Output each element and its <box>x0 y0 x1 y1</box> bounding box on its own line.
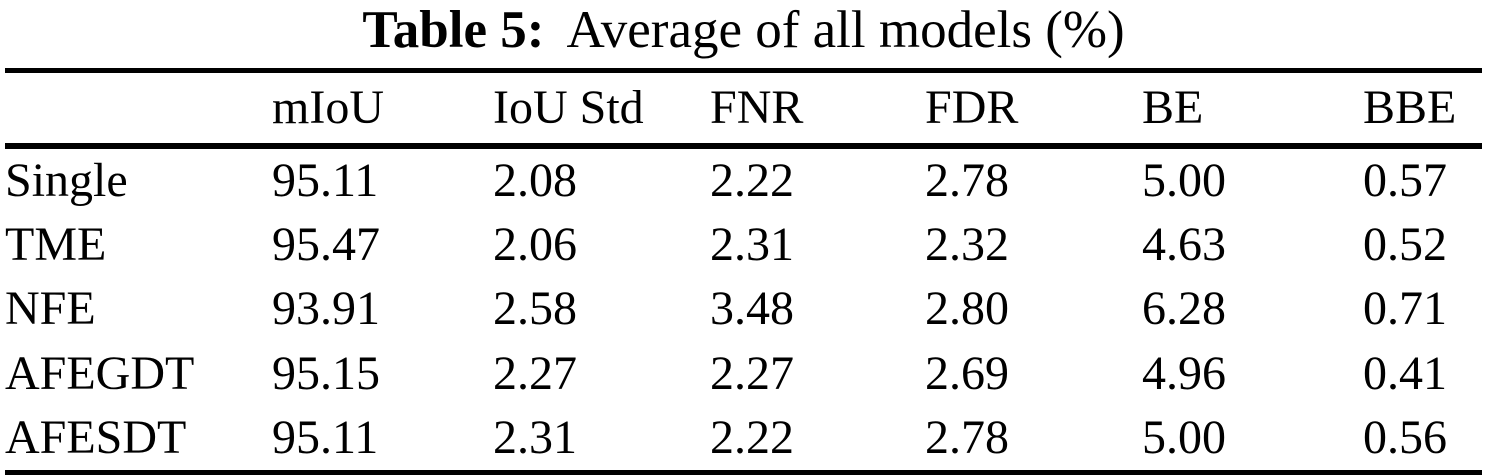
table-cell: 2.27 <box>710 346 794 400</box>
table-cell: 95.15 <box>272 346 380 400</box>
row-label: NFE <box>5 282 96 336</box>
table-row: Single 95.11 2.08 2.22 2.78 5.00 0.57 <box>5 149 1482 213</box>
table-cell: 0.52 <box>1363 218 1447 272</box>
table-cell: 2.22 <box>710 153 794 207</box>
table-cell: 95.11 <box>272 153 379 207</box>
table-cell: 5.00 <box>1142 410 1226 464</box>
table-cell: 2.06 <box>493 218 577 272</box>
column-header-be: BE <box>1142 80 1204 134</box>
column-header-fnr: FNR <box>710 80 804 134</box>
table-cell: 2.78 <box>925 410 1009 464</box>
table-cell: 95.11 <box>272 410 379 464</box>
table-cell: 2.58 <box>493 282 577 336</box>
table-caption: Table 5: Average of all models (%) <box>0 2 1487 58</box>
table-cell: 2.80 <box>925 282 1009 336</box>
row-label: AFEGDT <box>5 346 195 400</box>
table-row: AFESDT 95.11 2.31 2.22 2.78 5.00 0.56 <box>5 406 1482 470</box>
row-label: AFESDT <box>5 410 187 464</box>
table-cell: 0.71 <box>1363 282 1447 336</box>
table-header-rule <box>5 143 1482 149</box>
table-cell: 0.41 <box>1363 346 1447 400</box>
column-header-iou-std: IoU Std <box>493 80 644 134</box>
table-cell: 4.63 <box>1142 218 1226 272</box>
table-cell: 2.31 <box>710 218 794 272</box>
table-cell: 2.22 <box>710 410 794 464</box>
table-cell: 4.96 <box>1142 346 1226 400</box>
table-cell: 0.56 <box>1363 410 1447 464</box>
table-cell: 3.48 <box>710 282 794 336</box>
table-row: NFE 93.91 2.58 3.48 2.80 6.28 0.71 <box>5 277 1482 341</box>
column-header-bbe: BBE <box>1363 80 1457 134</box>
table-cell: 2.78 <box>925 153 1009 207</box>
table-cell: 5.00 <box>1142 153 1226 207</box>
table-header-row: mIoU IoU Std FNR FDR BE BBE <box>5 73 1482 143</box>
table-caption-label: Table 5: <box>362 1 545 59</box>
table-cell: 2.69 <box>925 346 1009 400</box>
table-cell: 6.28 <box>1142 282 1226 336</box>
table-caption-text: Average of all models (%) <box>566 1 1125 59</box>
table-cell: 93.91 <box>272 282 380 336</box>
table-cell: 2.08 <box>493 153 577 207</box>
table-bottom-rule <box>5 470 1482 475</box>
table-body: Single 95.11 2.08 2.22 2.78 5.00 0.57 TM… <box>5 149 1482 470</box>
column-header-fdr: FDR <box>925 80 1019 134</box>
table-cell: 2.31 <box>493 410 577 464</box>
table-cell: 2.27 <box>493 346 577 400</box>
row-label: Single <box>5 153 128 207</box>
table-row: TME 95.47 2.06 2.31 2.32 4.63 0.52 <box>5 213 1482 277</box>
table-cell: 95.47 <box>272 218 380 272</box>
table-cell: 0.57 <box>1363 153 1447 207</box>
table-row: AFEGDT 95.15 2.27 2.27 2.69 4.96 0.41 <box>5 342 1482 406</box>
column-header-miou: mIoU <box>272 80 384 134</box>
table-top-rule <box>5 68 1482 73</box>
row-label: TME <box>5 218 107 272</box>
table-cell: 2.32 <box>925 218 1009 272</box>
